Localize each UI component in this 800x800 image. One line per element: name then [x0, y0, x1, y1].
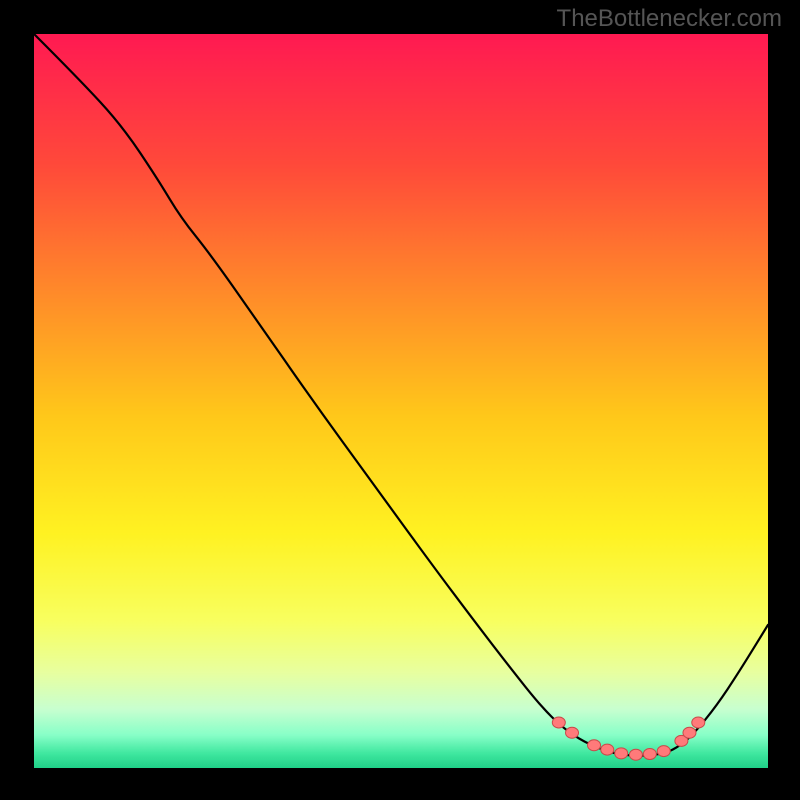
marker-dot	[601, 744, 614, 755]
bottleneck-curve	[34, 34, 768, 756]
chart-container: TheBottlenecker.com	[0, 0, 800, 800]
marker-dot	[552, 717, 565, 728]
marker-dot	[615, 748, 628, 759]
curve-svg	[34, 34, 768, 768]
marker-dot	[588, 740, 601, 751]
marker-dot	[692, 717, 705, 728]
marker-group	[552, 717, 704, 760]
marker-dot	[643, 749, 656, 760]
plot-area	[34, 34, 768, 768]
marker-dot	[566, 727, 579, 738]
marker-dot	[683, 727, 696, 738]
marker-dot	[629, 749, 642, 760]
marker-dot	[657, 746, 670, 757]
watermark-text: TheBottlenecker.com	[557, 5, 782, 33]
